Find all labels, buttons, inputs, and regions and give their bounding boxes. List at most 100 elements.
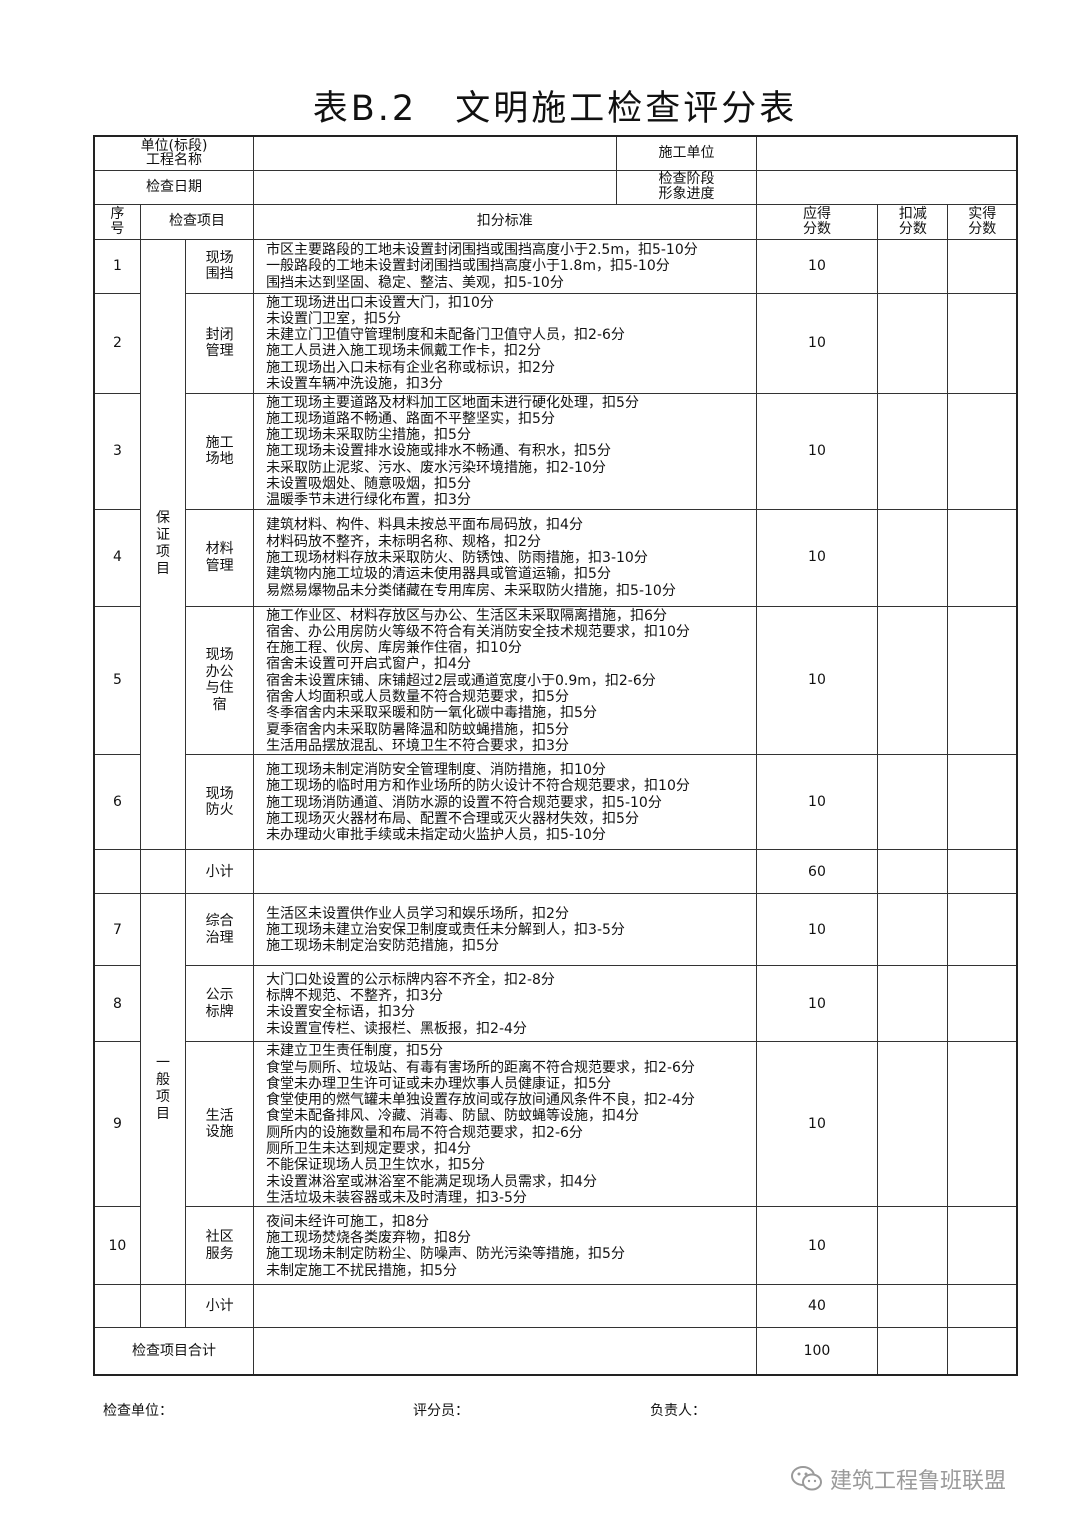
- criteria-line: 未设置安全标语，扣3分: [266, 1004, 415, 1021]
- item-name: 生活设施: [205, 1107, 234, 1141]
- criteria-cell: 未建立卫生责任制度，扣5分 食堂与厕所、垃圾站、有毒有害场所的距离不符合规范要求，…: [253, 1041, 757, 1208]
- deduct-score-field[interactable]: [877, 1041, 949, 1208]
- empty-cell: [139, 1284, 187, 1329]
- row-number: 2: [93, 292, 141, 394]
- criteria-line: 宿舍、办公用房防火等级不符合有关消防安全技术规范要求，扣10分: [266, 623, 690, 640]
- item-name: 现场防火: [205, 785, 234, 819]
- check-date-field[interactable]: [253, 169, 618, 205]
- actual-score-field[interactable]: [947, 508, 1018, 607]
- criteria-line: 宿舍人均面积或人员数量不符合规范要求，扣5分: [266, 689, 569, 706]
- row-number: 6: [93, 754, 141, 851]
- criteria-line: 未办理动火审批手续或未指定动火监护人员，扣5-10分: [266, 827, 606, 844]
- subtotal-deduct-field[interactable]: [877, 849, 949, 895]
- page-title: 表B.2 文明施工检查评分表: [312, 89, 798, 129]
- item-name: 公示标牌: [205, 987, 234, 1020]
- item-cell: 封闭管理: [185, 292, 255, 394]
- stage-field[interactable]: [755, 169, 1018, 205]
- total-deduct-field[interactable]: [877, 1327, 949, 1376]
- criteria-line: 施工现场未制定防粉尘、防噪声、防光污染等措施，扣5分: [266, 1246, 625, 1263]
- criteria-cell: 建筑材料、构件、料具未按总平面布局码放，扣4分 材料码放不整齐，未标明名称、规格，…: [253, 508, 757, 607]
- actual-score-field[interactable]: [947, 238, 1018, 294]
- criteria-line: 建筑物内施工垃圾的清运未使用器具或管道运输，扣5分: [266, 566, 611, 583]
- item-cell: 社区服务: [185, 1206, 255, 1286]
- due-score: 10: [755, 508, 879, 607]
- deduct-score-field[interactable]: [877, 238, 949, 294]
- item-cell: 现场防火: [185, 754, 255, 851]
- criteria-line: 未设置宣传栏、读报栏、黑板报，扣2-4分: [266, 1020, 527, 1037]
- deduct-score-field[interactable]: [877, 1206, 949, 1286]
- contractor-field[interactable]: [755, 135, 1018, 171]
- criteria-line: 施工现场未建立治安保卫制度或责任未分解到人，扣3-5分: [266, 922, 625, 939]
- criteria-cell: 施工现场进出口未设置大门，扣10分 未设置门卫室，扣5分 未建立门卫值守管理制度和未…: [253, 292, 757, 394]
- criteria-line: 施工现场进出口未设置大门，扣10分: [266, 294, 494, 311]
- stage-label: 检查阶段 形象进度: [616, 169, 757, 205]
- inspector-unit-label: 检查单位：: [103, 1403, 173, 1419]
- date-row: 检查日期 检查阶段 形象进度: [93, 169, 1018, 205]
- criteria-cell: 施工现场主要道路及材料加工区地面未进行硬化处理，扣5分 施工现场道路不畅通、路面不…: [253, 392, 757, 510]
- actual-score-field[interactable]: [947, 292, 1018, 394]
- criteria-line: 施工现场未采取防尘措施，扣5分: [266, 427, 471, 444]
- subtotal-actual-field[interactable]: [947, 849, 1018, 895]
- subtotal-row: 小计 40: [93, 1284, 1018, 1329]
- table-row: 9 生活设施 未建立卫生责任制度，扣5分 食堂与厕所、垃圾站、有毒有害场所的距离不符合…: [93, 1041, 1018, 1208]
- actual-score-field[interactable]: [947, 893, 1018, 967]
- deduct-score-field[interactable]: [877, 754, 949, 851]
- due-score: 10: [755, 1206, 879, 1286]
- table-row: 10 社区服务 夜间未经许可施工，扣8分 施工现场焚烧各类废弃物，扣8分 施工现场未制定…: [93, 1206, 1018, 1286]
- due-score: 10: [755, 392, 879, 510]
- criteria-line: 在施工程、伙房、库房兼作住宿，扣10分: [266, 640, 522, 657]
- total-actual-field[interactable]: [947, 1327, 1018, 1376]
- subtotal-deduct-field[interactable]: [877, 1284, 949, 1329]
- project-name-label: 单位(标段) 工程名称: [93, 135, 255, 171]
- criteria-line: 生活用品摆放混乱、环境卫生不符合要求，扣3分: [266, 737, 569, 754]
- item-cell: 现场围挡: [185, 238, 255, 294]
- criteria-line: 一般路段的工地未设置封闭围挡或围挡高度小于1.8m，扣5-10分: [266, 258, 670, 275]
- group-cell: 保证项目: [139, 238, 187, 851]
- deduct-score-field[interactable]: [877, 508, 949, 607]
- deduct-score-field[interactable]: [877, 965, 949, 1043]
- deduct-score-field[interactable]: [877, 392, 949, 510]
- criteria-line: 标牌不规范、不整齐，扣3分: [266, 987, 443, 1004]
- actual-score-field[interactable]: [947, 1206, 1018, 1286]
- criteria-line: 施工现场焚烧各类废弃物，扣8分: [266, 1229, 471, 1246]
- item-cell: 材料管理: [185, 508, 255, 607]
- criteria-line: 施工现场未设置排水设施或排水不畅通、有积水，扣5分: [266, 443, 611, 460]
- criteria-line: 生活区未设置供作业人员学习和娱乐场所，扣2分: [266, 905, 569, 922]
- criteria-line: 施工现场未制定消防安全管理制度、消防措施，扣10分: [266, 762, 606, 778]
- actual-score-field[interactable]: [947, 754, 1018, 851]
- actual-score-field[interactable]: [947, 392, 1018, 510]
- deduct-score-field[interactable]: [877, 893, 949, 967]
- actual-score-field[interactable]: [947, 1041, 1018, 1208]
- criteria-line: 施工现场灭火器材布局、配置不合理或灭火器材失效，扣5分: [266, 810, 639, 827]
- item-name: 材料管理: [205, 541, 234, 574]
- criteria-cell: 市区主要路段的工地未设置封闭围挡或围挡高度小于2.5m，扣5-10分 一般路段的工…: [253, 238, 757, 294]
- actual-score-field[interactable]: [947, 605, 1018, 756]
- subtotal-actual-field[interactable]: [947, 1284, 1018, 1329]
- deduct-score-field[interactable]: [877, 605, 949, 756]
- row-number: 9: [93, 1041, 141, 1208]
- subtotal-due: 60: [755, 849, 879, 895]
- due-score: 10: [755, 605, 879, 756]
- item-name: 社区服务: [205, 1229, 234, 1262]
- criteria-line: 施工人员进入施工现场未佩戴工作卡，扣2分: [266, 343, 541, 360]
- project-name-field[interactable]: [253, 135, 618, 171]
- criteria-line: 未采取防止泥浆、污水、废水污染环境措施，扣2-10分: [266, 459, 606, 476]
- table-row: 6 现场防火 施工现场未制定消防安全管理制度、消防措施，扣10分 施工现场的临时用方和…: [93, 754, 1018, 851]
- criteria-line: 夜间未经许可施工，扣8分: [266, 1213, 429, 1230]
- criteria-line: 建筑材料、构件、料具未按总平面布局码放，扣4分: [266, 517, 583, 534]
- table-row: 3 施工场地 施工现场主要道路及材料加工区地面未进行硬化处理，扣5分 施工现场道路不畅…: [93, 392, 1018, 510]
- item-name: 现场围挡: [205, 249, 234, 283]
- criteria-line: 施工作业区、材料存放区与办公、生活区未采取隔离措施，扣6分: [266, 607, 667, 624]
- criteria-line: 施工现场未制定治安防范措施，扣5分: [266, 938, 499, 955]
- criteria-cell: 施工现场未制定消防安全管理制度、消防措施，扣10分 施工现场的临时用方和作业场所的…: [253, 754, 757, 851]
- item-name: 封闭管理: [205, 326, 234, 360]
- criteria-line: 生活垃圾未装容器或未及时清理，扣3-5分: [266, 1189, 527, 1206]
- total-label: 检查项目合计: [93, 1327, 255, 1376]
- criteria-line: 大门口处设置的公示标牌内容不齐全，扣2-8分: [266, 971, 555, 988]
- subtotal-row: 小计 60: [93, 849, 1018, 895]
- item-name: 施工场地: [205, 434, 234, 468]
- row-number: 7: [93, 893, 141, 967]
- actual-score-field[interactable]: [947, 965, 1018, 1043]
- deduct-score-field[interactable]: [877, 292, 949, 394]
- empty-cell: [93, 849, 141, 895]
